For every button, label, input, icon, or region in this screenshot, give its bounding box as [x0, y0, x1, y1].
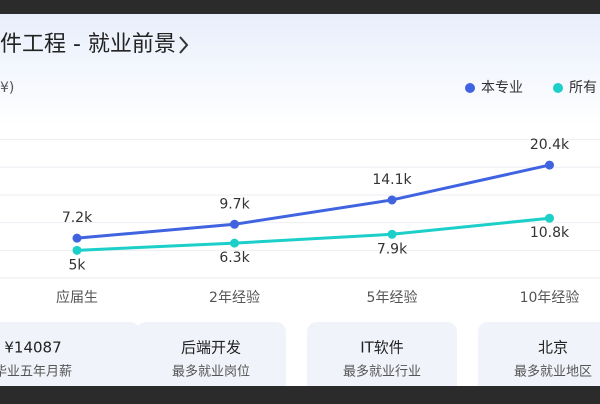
point [230, 219, 239, 229]
value-label: 7.2k [62, 210, 93, 226]
card-label: 最多就业地区 [514, 364, 592, 380]
legend-label: 所有 [569, 80, 597, 96]
value-label: 5k [68, 257, 86, 273]
point [387, 229, 397, 239]
info-card [478, 322, 600, 394]
point [72, 233, 82, 243]
point [72, 245, 82, 255]
legend-marker [553, 83, 563, 93]
value-label: 20.4k [530, 137, 570, 153]
card-value: 后端开发 [181, 339, 241, 357]
card-label: 毕业五年月薪 [0, 365, 72, 380]
chevron[interactable] [179, 36, 189, 54]
x-tick-label: 应届生 [56, 289, 98, 306]
card-value: ¥14087 [4, 339, 61, 357]
point [387, 195, 397, 205]
series-line [76, 163, 550, 240]
card-label: 最多就业岗位 [172, 364, 250, 380]
info-card [0, 322, 140, 394]
series-line [76, 216, 550, 252]
bottom-edge [0, 386, 600, 400]
x-tick-label: 10年经验 [520, 290, 580, 306]
point [545, 160, 554, 170]
card-label: 最多就业行业 [343, 364, 421, 380]
card-value: 北京 [538, 339, 568, 357]
value-label: 14.1k [372, 172, 412, 188]
point [230, 238, 239, 248]
legend-marker [465, 83, 475, 93]
y-axis-label: ¥) [0, 80, 14, 96]
value-label: 9.7k [219, 196, 250, 212]
point [545, 213, 554, 223]
card-value: IT软件 [360, 339, 404, 357]
value-label: 7.9k [377, 241, 408, 257]
x-tick-label: 2年经验 [209, 290, 260, 306]
title[interactable]: 件工程 - 就业前景 [0, 32, 176, 57]
legend-label: 本专业 [481, 80, 523, 96]
info-card [307, 322, 457, 394]
value-label: 6.3k [219, 250, 250, 266]
info-card [136, 322, 286, 394]
x-tick-label: 5年经验 [367, 290, 418, 306]
value-label: 10.8k [530, 225, 570, 241]
